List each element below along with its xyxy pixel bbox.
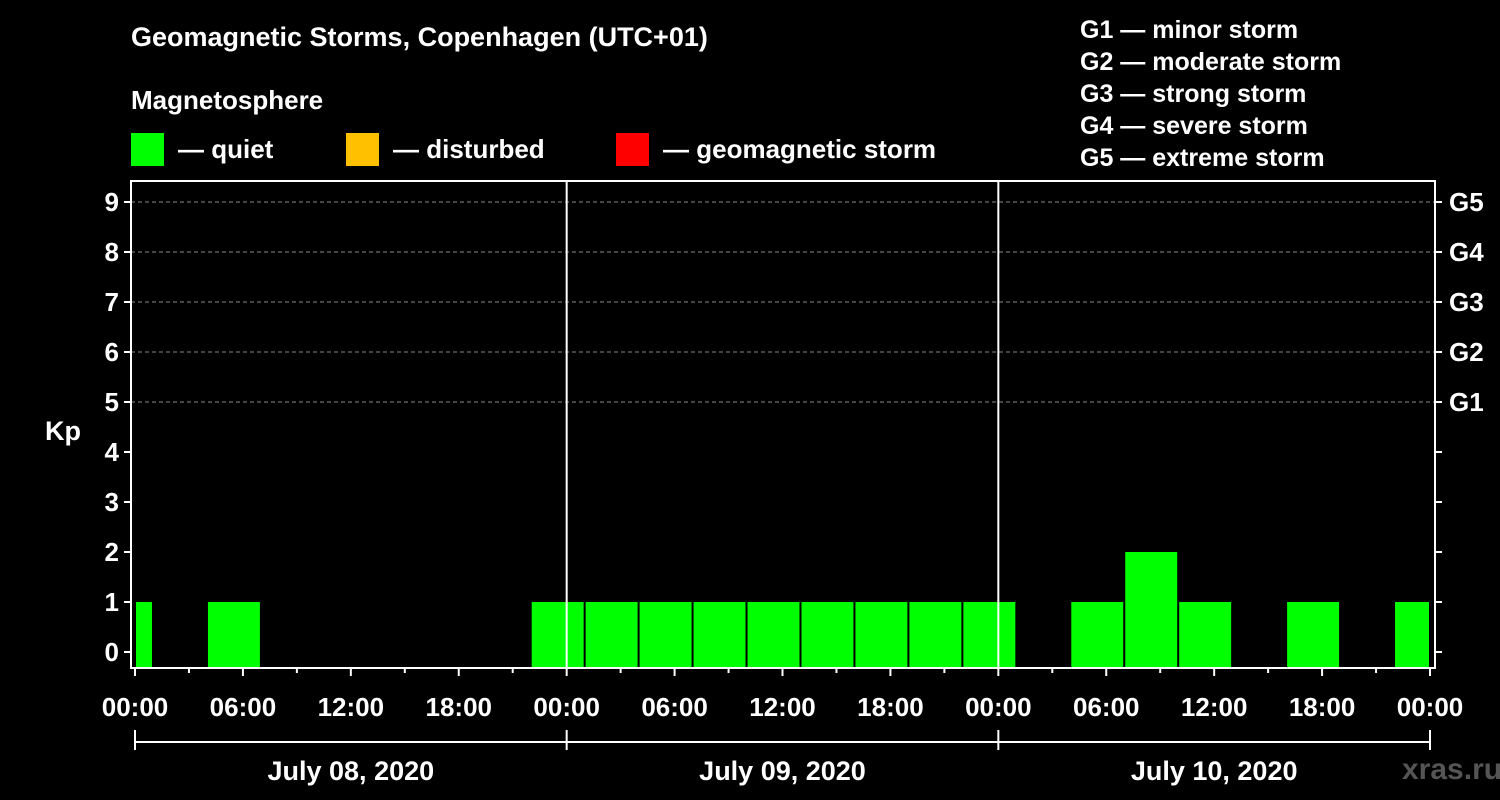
g-level-label: G1 xyxy=(1449,387,1484,417)
y-axis-label: Kp xyxy=(45,416,81,446)
storm-scale-g1: G1 — minor storm xyxy=(1080,16,1299,44)
legend-heading: Magnetosphere xyxy=(131,85,324,115)
x-tick-label: 12:00 xyxy=(318,692,385,722)
x-tick-label: 00:00 xyxy=(965,692,1032,722)
day-label: July 10, 2020 xyxy=(1131,756,1298,786)
x-tick-label: 18:00 xyxy=(426,692,493,722)
watermark: xras.ru xyxy=(1402,753,1500,786)
g-level-label: G5 xyxy=(1449,187,1484,217)
kp-bar xyxy=(909,602,962,668)
y-tick-label: 6 xyxy=(105,337,119,367)
y-tick-label: 2 xyxy=(105,537,119,567)
legend-quiet-label: — quiet xyxy=(178,134,274,164)
y-tick-label: 9 xyxy=(105,187,119,217)
y-tick-label: 7 xyxy=(105,287,119,317)
y-tick-label: 3 xyxy=(105,487,119,517)
kp-bar xyxy=(747,602,800,668)
y-tick-label: 8 xyxy=(105,237,119,267)
x-tick-label: 18:00 xyxy=(1289,692,1356,722)
y-tick-label: 1 xyxy=(105,587,119,617)
legend-quiet-swatch xyxy=(131,133,164,166)
legend-storm-swatch xyxy=(616,133,649,166)
kp-bar xyxy=(693,602,746,668)
x-tick-label: 06:00 xyxy=(1073,692,1140,722)
day-label: July 09, 2020 xyxy=(699,756,866,786)
x-tick-label: 12:00 xyxy=(749,692,816,722)
g-level-label: G2 xyxy=(1449,337,1484,367)
kp-bar xyxy=(855,602,908,668)
g-level-label: G4 xyxy=(1449,237,1484,267)
x-tick-label: 00:00 xyxy=(533,692,600,722)
x-tick-label: 06:00 xyxy=(210,692,277,722)
g-level-label: G3 xyxy=(1449,287,1484,317)
legend-disturbed-label: — disturbed xyxy=(393,134,545,164)
x-tick-label: 00:00 xyxy=(1397,692,1464,722)
kp-bar xyxy=(1125,552,1178,668)
kp-bar xyxy=(1071,602,1124,668)
kp-bar xyxy=(207,602,260,668)
y-tick-label: 4 xyxy=(105,437,120,467)
chart-title: Geomagnetic Storms, Copenhagen (UTC+01) xyxy=(131,22,708,52)
kp-bar xyxy=(963,602,1016,668)
kp-bar xyxy=(639,602,692,668)
storm-scale-g2: G2 — moderate storm xyxy=(1080,48,1342,76)
storm-scale-g4: G4 — severe storm xyxy=(1080,112,1308,140)
x-tick-label: 12:00 xyxy=(1181,692,1248,722)
storm-scale-g5: G5 — extreme storm xyxy=(1080,144,1325,172)
kp-bar xyxy=(801,602,854,668)
kp-bar xyxy=(1287,602,1340,668)
kp-bar xyxy=(531,602,584,668)
storm-scale-legend: G1 — minor storm G2 — moderate storm G3 … xyxy=(1080,14,1341,174)
kp-bar xyxy=(1395,602,1429,668)
x-tick-label: 06:00 xyxy=(641,692,708,722)
x-tick-label: 18:00 xyxy=(857,692,924,722)
day-label: July 08, 2020 xyxy=(268,756,435,786)
x-tick-label: 00:00 xyxy=(102,692,169,722)
kp-bar xyxy=(136,602,152,668)
kp-bar xyxy=(1179,602,1232,668)
y-tick-label: 5 xyxy=(105,387,119,417)
y-tick-label: 0 xyxy=(105,637,119,667)
legend-storm-label: — geomagnetic storm xyxy=(663,134,937,164)
plot-frame xyxy=(130,180,1436,669)
legend-disturbed-swatch xyxy=(346,133,379,166)
kp-bar xyxy=(585,602,638,668)
storm-scale-g3: G3 — strong storm xyxy=(1080,80,1307,108)
